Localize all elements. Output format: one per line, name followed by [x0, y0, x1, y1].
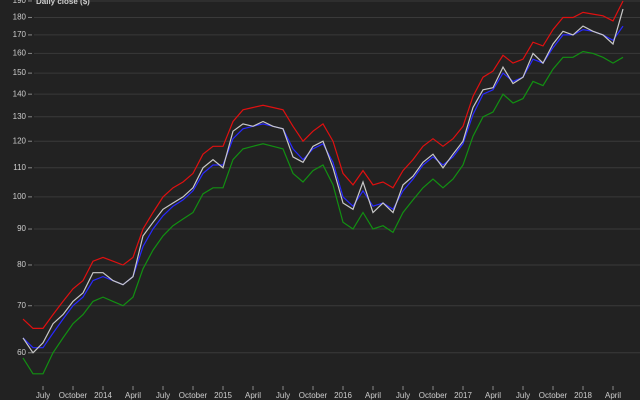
- y-tick-label: 120: [13, 136, 27, 145]
- x-tick-label: April: [365, 391, 381, 400]
- plot: 60 70 80 90 100 110 120 130 140 150 160 170 180 190 Ju…: [13, 0, 640, 400]
- x-tick-label: July: [36, 391, 50, 400]
- x-tick-label: 2014: [94, 391, 112, 400]
- x-tick-label: October: [419, 391, 448, 400]
- x-tick-label: 2018: [574, 391, 592, 400]
- y-tick-label: 70: [17, 301, 26, 310]
- x-tick-label: 2016: [334, 391, 352, 400]
- y-tick-label: 190: [13, 0, 27, 5]
- x-tick-label: July: [276, 391, 290, 400]
- x-tick-label: October: [539, 391, 568, 400]
- x-tick-label: July: [516, 391, 530, 400]
- x-tick-label: April: [605, 391, 621, 400]
- series-line: [22, 50, 624, 375]
- series-line: [22, 0, 624, 329]
- x-tick-label: 2017: [454, 391, 472, 400]
- x-tick-label: 2015: [214, 391, 232, 400]
- y-tick-label: 90: [17, 224, 26, 233]
- x-tick-label: April: [245, 391, 261, 400]
- series-line: [22, 8, 624, 354]
- y-tick-label: 180: [13, 13, 27, 22]
- y-tick-label: 140: [13, 89, 27, 98]
- x-tick-label: April: [125, 391, 141, 400]
- x-tick-label: July: [156, 391, 170, 400]
- x-tick-label: April: [485, 391, 501, 400]
- y-tick-label: 60: [17, 348, 26, 357]
- y-tick-label: 170: [13, 30, 27, 39]
- series-line: [22, 25, 624, 349]
- y-tick-label: 100: [13, 192, 27, 201]
- x-tick-label: July: [396, 391, 410, 400]
- y-tick-label: 110: [13, 163, 26, 172]
- y-tick-label: 150: [13, 68, 27, 77]
- y-axis-title: Daily close ($): [36, 0, 90, 6]
- y-tick-label: 160: [13, 49, 27, 58]
- y-tick-label: 80: [17, 260, 26, 269]
- x-tick-label: October: [299, 391, 328, 400]
- x-tick-label: October: [179, 391, 208, 400]
- x-tick-label: October: [59, 391, 88, 400]
- y-tick-label: 130: [13, 112, 27, 121]
